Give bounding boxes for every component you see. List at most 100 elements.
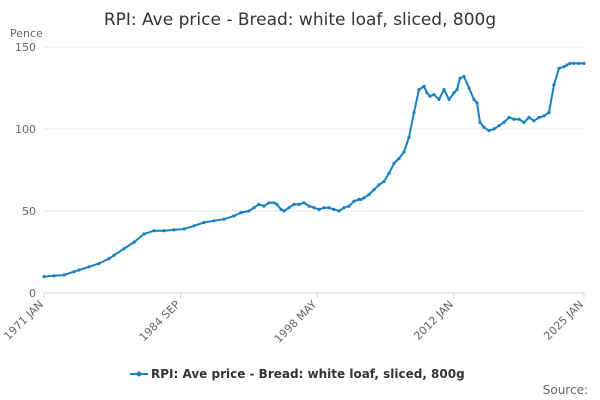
data-point[interactable] xyxy=(537,115,541,120)
data-point[interactable] xyxy=(517,117,521,121)
data-point[interactable] xyxy=(162,229,166,233)
data-point[interactable] xyxy=(402,150,406,154)
data-point[interactable] xyxy=(327,206,331,210)
data-point[interactable] xyxy=(247,209,251,213)
data-point[interactable] xyxy=(552,83,556,87)
data-point[interactable] xyxy=(322,206,326,210)
data-point[interactable] xyxy=(347,204,351,208)
data-point[interactable] xyxy=(62,273,66,277)
data-point[interactable] xyxy=(487,129,491,133)
legend-marker xyxy=(136,371,142,377)
data-point[interactable] xyxy=(275,202,279,206)
data-point[interactable] xyxy=(97,261,101,266)
data-point[interactable] xyxy=(387,171,391,175)
data-point[interactable] xyxy=(577,61,581,65)
data-point[interactable] xyxy=(292,202,296,206)
data-point[interactable] xyxy=(302,201,306,205)
data-point[interactable] xyxy=(382,179,386,184)
data-point[interactable] xyxy=(397,156,401,161)
data-point[interactable] xyxy=(52,274,56,278)
data-point[interactable] xyxy=(222,217,226,221)
data-point[interactable] xyxy=(182,227,186,231)
data-point[interactable] xyxy=(562,65,566,69)
data-point[interactable] xyxy=(332,207,336,211)
data-point[interactable] xyxy=(342,206,346,210)
source-label: Source: xyxy=(543,383,588,397)
data-point[interactable] xyxy=(407,135,411,139)
data-point[interactable] xyxy=(557,66,561,70)
data-point[interactable] xyxy=(287,206,291,210)
chart-title: RPI: Ave price - Bread: white loaf, slic… xyxy=(104,10,496,30)
data-point[interactable] xyxy=(478,120,482,124)
data-point[interactable] xyxy=(282,209,286,213)
data-point[interactable] xyxy=(262,204,266,208)
data-point[interactable] xyxy=(442,88,446,92)
data-point[interactable] xyxy=(112,253,116,257)
data-point[interactable] xyxy=(447,97,451,102)
data-point[interactable] xyxy=(458,76,462,80)
data-point[interactable] xyxy=(87,265,91,269)
data-point[interactable] xyxy=(507,115,511,120)
data-point[interactable] xyxy=(142,232,146,236)
data-point[interactable] xyxy=(107,257,111,261)
data-point[interactable] xyxy=(279,207,283,211)
data-point[interactable] xyxy=(482,125,486,129)
data-point[interactable] xyxy=(337,209,341,213)
data-point[interactable] xyxy=(522,120,526,124)
data-point[interactable] xyxy=(582,61,586,65)
data-point[interactable] xyxy=(212,219,216,223)
data-point[interactable] xyxy=(392,161,396,165)
legend[interactable]: RPI: Ave price - Bread: white loaf, slic… xyxy=(130,367,465,381)
data-point[interactable] xyxy=(428,94,432,98)
data-point[interactable] xyxy=(72,270,76,274)
data-point[interactable] xyxy=(267,201,271,205)
data-point[interactable] xyxy=(472,97,476,102)
data-point[interactable] xyxy=(417,88,421,92)
data-point[interactable] xyxy=(512,117,516,121)
data-point[interactable] xyxy=(42,275,46,279)
data-point[interactable] xyxy=(425,91,429,95)
data-point[interactable] xyxy=(527,115,531,120)
data-point[interactable] xyxy=(572,61,576,65)
data-point[interactable] xyxy=(532,119,536,123)
data-point[interactable] xyxy=(359,197,363,202)
data-point[interactable] xyxy=(352,199,356,203)
data-point[interactable] xyxy=(377,183,381,187)
data-point[interactable] xyxy=(132,240,136,244)
data-point[interactable] xyxy=(77,268,81,272)
data-point[interactable] xyxy=(362,196,366,200)
data-point[interactable] xyxy=(497,124,501,128)
data-point[interactable] xyxy=(239,211,243,215)
data-point[interactable] xyxy=(312,206,316,210)
data-point[interactable] xyxy=(152,229,156,233)
data-point[interactable] xyxy=(502,120,506,124)
data-point[interactable] xyxy=(455,88,459,92)
data-point[interactable] xyxy=(367,193,371,197)
data-point[interactable] xyxy=(452,91,456,95)
data-point[interactable] xyxy=(192,224,196,228)
data-point[interactable] xyxy=(272,201,276,205)
data-point[interactable] xyxy=(547,111,551,115)
data-point[interactable] xyxy=(172,228,176,232)
data-point[interactable] xyxy=(297,202,301,206)
data-point[interactable] xyxy=(422,84,426,88)
data-point[interactable] xyxy=(542,114,546,118)
data-point[interactable] xyxy=(432,93,436,97)
data-point[interactable] xyxy=(122,247,126,251)
series-line[interactable] xyxy=(43,62,584,278)
data-point[interactable] xyxy=(202,220,206,225)
data-point[interactable] xyxy=(372,188,376,192)
data-point[interactable] xyxy=(307,204,311,208)
data-point[interactable] xyxy=(565,63,569,67)
data-point[interactable] xyxy=(437,97,441,102)
data-point[interactable] xyxy=(257,202,261,206)
data-point[interactable] xyxy=(467,86,471,90)
data-point[interactable] xyxy=(475,101,479,105)
data-point[interactable] xyxy=(412,111,416,115)
data-point[interactable] xyxy=(492,127,496,131)
data-point[interactable] xyxy=(252,206,256,210)
data-point[interactable] xyxy=(568,61,572,65)
data-point[interactable] xyxy=(232,214,236,218)
data-point[interactable] xyxy=(317,207,321,211)
data-point[interactable] xyxy=(462,74,466,79)
